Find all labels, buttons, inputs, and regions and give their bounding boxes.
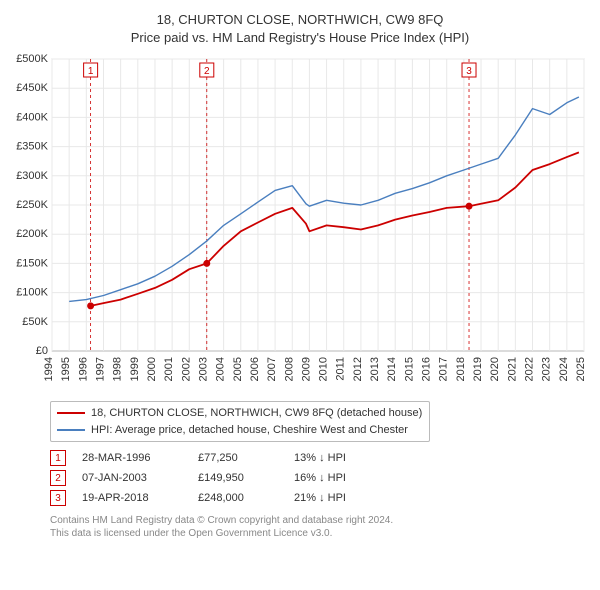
event-row: 2 07-JAN-2003 £149,950 16% ↓ HPI [50,470,590,486]
svg-text:£350K: £350K [16,141,48,153]
svg-text:2020: 2020 [489,357,501,381]
line-chart-svg: £0 £50K £100K £150K £200K £250K £300K £350K £400… [10,53,590,393]
svg-text:1999: 1999 [129,357,141,381]
svg-text:2002: 2002 [180,357,192,381]
footnote: Contains HM Land Registry data © Crown c… [50,514,470,540]
event-number-box: 3 [50,490,66,506]
svg-text:2005: 2005 [232,357,244,381]
svg-text:1997: 1997 [94,357,106,381]
svg-text:£250K: £250K [16,199,48,211]
svg-text:£0: £0 [36,345,48,357]
event-date: 19-APR-2018 [82,492,182,504]
svg-text:2021: 2021 [506,357,518,381]
chart-titles: 18, CHURTON CLOSE, NORTHWICH, CW9 8FQ Pr… [10,12,590,45]
svg-text:2007: 2007 [266,357,278,381]
svg-text:2011: 2011 [335,357,347,381]
svg-text:2003: 2003 [197,357,209,381]
svg-text:1: 1 [88,66,94,77]
svg-text:2025: 2025 [575,357,587,381]
legend-row: HPI: Average price, detached house, Ches… [57,422,423,439]
svg-text:2022: 2022 [524,357,536,381]
svg-text:2024: 2024 [558,357,570,381]
legend-row: 18, CHURTON CLOSE, NORTHWICH, CW9 8FQ (d… [57,405,423,422]
event-number-box: 2 [50,470,66,486]
svg-text:£300K: £300K [16,170,48,182]
svg-text:2001: 2001 [163,357,175,381]
svg-text:2014: 2014 [386,357,398,381]
events-table: 1 28-MAR-1996 £77,250 13% ↓ HPI 2 07-JAN-2003… [50,450,590,506]
svg-text:£500K: £500K [16,53,48,65]
svg-text:2010: 2010 [318,357,330,381]
svg-text:2013: 2013 [369,357,381,381]
svg-text:1996: 1996 [77,357,89,381]
svg-text:2023: 2023 [541,357,553,381]
svg-text:2004: 2004 [215,357,227,381]
event-row: 3 19-APR-2018 £248,000 21% ↓ HPI [50,490,590,506]
event-date: 28-MAR-1996 [82,452,182,464]
legend-label: 18, CHURTON CLOSE, NORTHWICH, CW9 8FQ (d… [91,405,422,422]
svg-text:£200K: £200K [16,228,48,240]
legend-swatch [57,429,85,431]
svg-text:3: 3 [466,66,472,77]
event-diff: 21% ↓ HPI [294,492,384,504]
svg-text:£450K: £450K [16,82,48,94]
svg-text:£150K: £150K [16,257,48,269]
svg-text:2019: 2019 [472,357,484,381]
event-date: 07-JAN-2003 [82,472,182,484]
event-price: £77,250 [198,452,278,464]
svg-text:£50K: £50K [22,316,48,328]
svg-text:2017: 2017 [438,357,450,381]
svg-text:2009: 2009 [300,357,312,381]
svg-text:£400K: £400K [16,111,48,123]
event-diff: 13% ↓ HPI [294,452,384,464]
legend-swatch [57,412,85,414]
chart-container: 18, CHURTON CLOSE, NORTHWICH, CW9 8FQ Pr… [0,0,600,546]
svg-text:2: 2 [204,66,210,77]
footnote-line-1: Contains HM Land Registry data © Crown c… [50,514,470,527]
svg-text:2000: 2000 [146,357,158,381]
title-subtitle: Price paid vs. HM Land Registry's House … [10,30,590,45]
svg-text:2015: 2015 [403,357,415,381]
event-price: £248,000 [198,492,278,504]
svg-text:1998: 1998 [112,357,124,381]
svg-text:2012: 2012 [352,357,364,381]
svg-text:2016: 2016 [421,357,433,381]
chart-legend: 18, CHURTON CLOSE, NORTHWICH, CW9 8FQ (d… [50,401,430,442]
event-diff: 16% ↓ HPI [294,472,384,484]
svg-text:2006: 2006 [249,357,261,381]
footnote-line-2: This data is licensed under the Open Gov… [50,527,470,540]
chart-area: £0 £50K £100K £150K £200K £250K £300K £350K £400… [10,53,590,393]
svg-text:1994: 1994 [43,357,55,381]
svg-text:1995: 1995 [60,357,72,381]
event-number-box: 1 [50,450,66,466]
event-price: £149,950 [198,472,278,484]
svg-text:£100K: £100K [16,287,48,299]
event-row: 1 28-MAR-1996 £77,250 13% ↓ HPI [50,450,590,466]
svg-text:2018: 2018 [455,357,467,381]
legend-label: HPI: Average price, detached house, Ches… [91,422,408,439]
svg-text:2008: 2008 [283,357,295,381]
title-address: 18, CHURTON CLOSE, NORTHWICH, CW9 8FQ [10,12,590,27]
